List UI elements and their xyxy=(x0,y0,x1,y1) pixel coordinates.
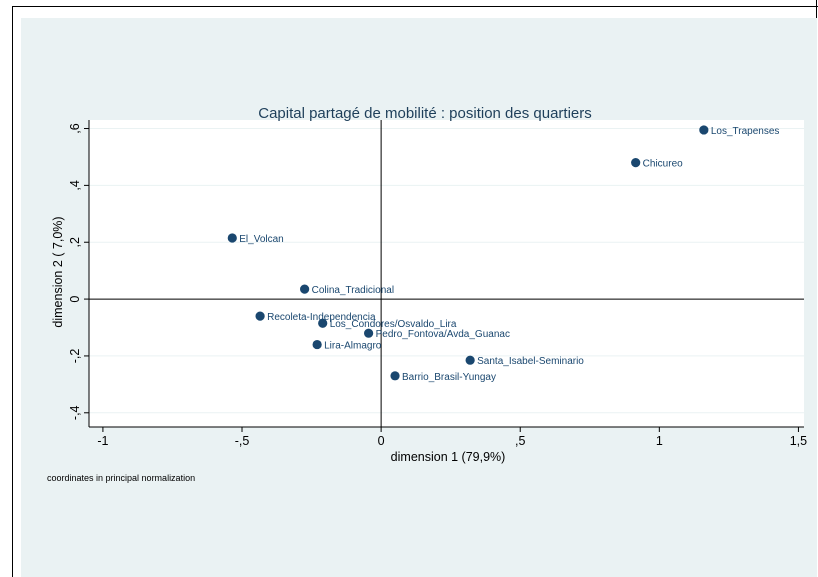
data-point-label-0: Los_Trapenses xyxy=(711,126,780,137)
y-tick-label: -,2 xyxy=(68,349,82,364)
x-axis-label: dimension 1 (79,9%) xyxy=(391,450,506,464)
data-point-2 xyxy=(227,233,237,243)
data-point-label-2: El_Volcan xyxy=(239,234,283,245)
top-strip xyxy=(0,0,818,8)
data-point-label-9: Barrio_Brasil-Yungay xyxy=(402,372,496,383)
frame-border-left xyxy=(12,6,13,577)
x-tick-label: 1 xyxy=(656,434,663,448)
normalization-note: coordinates in principal normalization xyxy=(47,473,195,483)
data-point-6 xyxy=(364,328,374,338)
y-tick-label: ,4 xyxy=(68,180,82,190)
y-tick-label: ,6 xyxy=(68,123,82,133)
frame-border-top xyxy=(12,6,818,7)
data-point-1 xyxy=(631,158,641,168)
plot-region xyxy=(89,120,804,427)
x-tick-label: -,5 xyxy=(235,434,250,448)
data-point-3 xyxy=(300,284,310,294)
data-point-0 xyxy=(699,125,709,135)
data-point-label-8: Santa_Isabel-Seminario xyxy=(477,356,584,367)
data-point-4 xyxy=(255,311,265,321)
data-point-8 xyxy=(465,355,475,365)
data-point-label-5: Los_Condores/Osvaldo_Lira xyxy=(330,319,457,330)
data-point-7 xyxy=(312,339,322,350)
y-tick-label: -,4 xyxy=(68,405,82,420)
data-point-label-4: Recoleta-Independencia xyxy=(267,312,376,323)
x-tick-label: -1 xyxy=(97,434,108,448)
y-tick-label: ,2 xyxy=(68,237,82,247)
x-tick-label: 1,5 xyxy=(790,434,807,448)
data-point-label-3: Colina_Tradicional xyxy=(312,285,394,296)
x-tick-label: ,5 xyxy=(515,434,525,448)
x-tick-label: 0 xyxy=(378,434,385,448)
data-point-5 xyxy=(318,318,328,328)
y-axis-label: dimension 2 ( 7,0%) xyxy=(51,216,65,327)
data-point-9 xyxy=(390,371,400,381)
data-point-label-6: Pedro_Fontova/Avda_Guanac xyxy=(376,329,510,340)
chart-title: Capital partagé de mobilité : position d… xyxy=(258,105,592,122)
data-point-label-7: Lira-Almagro xyxy=(324,341,382,352)
data-point-label-1: Chicureo xyxy=(643,159,683,170)
frame-border-right xyxy=(816,0,817,20)
y-tick-label: 0 xyxy=(68,296,82,303)
